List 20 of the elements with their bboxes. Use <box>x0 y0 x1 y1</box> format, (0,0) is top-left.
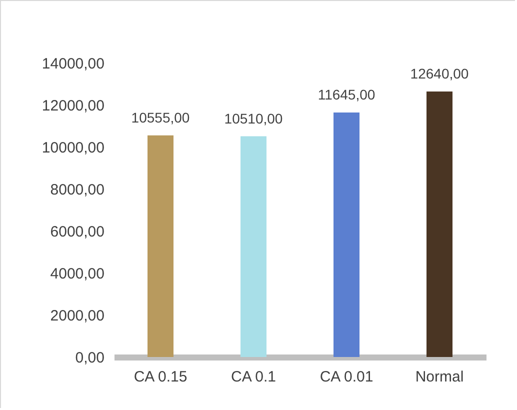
x-tick-label: CA 0.15 <box>134 368 188 386</box>
x-tick-label: Normal <box>415 368 464 386</box>
x-tick-label: CA 0.1 <box>230 368 276 386</box>
data-label: 10555,00 <box>131 109 190 126</box>
y-tick-label: 4000,00 <box>50 266 104 282</box>
bar <box>148 135 174 357</box>
bar <box>240 136 266 357</box>
data-label: 11645,00 <box>318 86 376 102</box>
y-tick-label: 2000,00 <box>50 308 104 324</box>
y-tick-label: 8000,00 <box>50 182 104 198</box>
y-tick-label: 0,00 <box>75 350 104 366</box>
x-tick-label: CA 0.01 <box>320 368 374 386</box>
y-tick-label: 6000,00 <box>50 224 104 240</box>
data-label: 12640,00 <box>410 66 469 82</box>
data-label: 10510,00 <box>224 110 283 126</box>
y-tick-label: 14000,00 <box>42 56 104 72</box>
bar <box>426 92 452 357</box>
bar <box>334 112 360 357</box>
y-tick-label: 10000,00 <box>42 140 104 156</box>
y-tick-label: 12000,00 <box>42 98 104 114</box>
